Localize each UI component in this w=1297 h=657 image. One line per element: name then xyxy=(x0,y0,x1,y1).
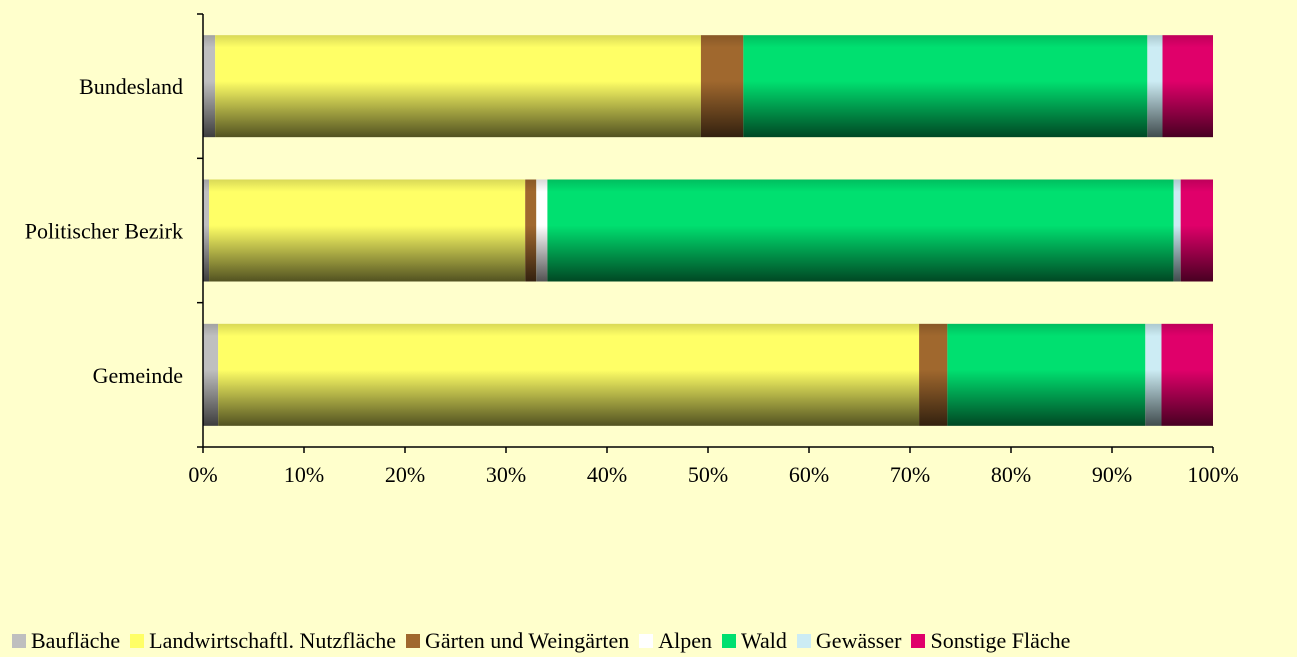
bar-segment-politischer-bezirk-landwirtschaftl-nutzflaeche xyxy=(209,179,526,282)
x-tick-label: 70% xyxy=(890,462,930,487)
legend-swatch xyxy=(12,634,26,648)
legend-swatch xyxy=(911,634,926,648)
legend: Baufläche Landwirtschaftl. Nutzfläche Gärt… xyxy=(12,627,1080,655)
bar-segment-politischer-bezirk-gewaesser xyxy=(1173,179,1181,282)
legend-swatch xyxy=(130,634,145,648)
axes-group xyxy=(197,13,1214,453)
bar-segment-politischer-bezirk-bauflaeche xyxy=(203,179,210,282)
y-tick-label-politischer-bezirk: Politischer Bezirk xyxy=(25,219,183,244)
x-tick-label: 10% xyxy=(284,462,324,487)
bar-segment-gemeinde-bauflaeche xyxy=(203,323,219,426)
x-tick-label: 40% xyxy=(587,462,627,487)
legend-item-alpen: Alpen xyxy=(639,628,712,654)
x-tick-label: 100% xyxy=(1187,462,1238,487)
bar-segment-politischer-bezirk-alpen xyxy=(536,179,548,282)
x-tick-label: 60% xyxy=(789,462,829,487)
x-tick-label: 20% xyxy=(385,462,425,487)
bar-segment-gemeinde-landwirtschaftl-nutzflaeche xyxy=(218,323,920,426)
legend-swatch xyxy=(796,634,811,648)
bar-segment-bundesland-gewaesser xyxy=(1147,35,1163,138)
legend-item-gaerten-und-weingaerten: Gärten und Weingärten xyxy=(405,628,630,654)
legend-label: Alpen xyxy=(658,628,713,653)
legend-swatch xyxy=(405,634,420,648)
tick-labels-group: Bundesland Politischer Bezirk Gemeinde 0% 10… xyxy=(25,74,1239,487)
legend-label: Gewässer xyxy=(815,628,902,653)
x-tick-label: 30% xyxy=(486,462,526,487)
legend-label: Baufläche xyxy=(31,628,121,653)
stacked-bar-chart: Bundesland Politischer Bezirk Gemeinde 0% 10… xyxy=(25,13,1239,487)
bar-segment-bundesland-wald xyxy=(743,35,1148,138)
bar-segment-gemeinde-gewaesser xyxy=(1145,323,1162,426)
bar-segment-gemeinde-sonstige-flaeche xyxy=(1161,323,1213,426)
x-tick-label: 0% xyxy=(188,462,217,487)
bar-segment-bundesland-sonstige-flaeche xyxy=(1162,35,1213,138)
x-tick-label: 50% xyxy=(688,462,728,487)
legend-swatch xyxy=(722,634,737,648)
legend-item-sonstige-flaeche: Sonstige Fläche xyxy=(911,628,1070,654)
legend-swatch xyxy=(639,634,654,648)
legend-item-gewaesser: Gewässer xyxy=(796,628,902,654)
legend-label: Sonstige Fläche xyxy=(930,628,1071,653)
bar-segment-bundesland-landwirtschaftl-nutzflaeche xyxy=(215,35,701,138)
legend-item-wald: Wald xyxy=(722,628,787,654)
y-tick-label-bundesland: Bundesland xyxy=(79,74,183,99)
bar-segment-politischer-bezirk-wald xyxy=(547,179,1174,282)
legend-label: Wald xyxy=(741,628,787,653)
bar-segment-politischer-bezirk-sonstige-flaeche xyxy=(1180,179,1213,282)
bar-segment-gemeinde-wald xyxy=(947,323,1146,426)
legend-item-landwirtschaftl-nutzflaeche: Landwirtschaftl. Nutzfläche xyxy=(130,628,396,654)
x-tick-label: 90% xyxy=(1092,462,1132,487)
bars-group xyxy=(203,35,1213,426)
x-tick-label: 80% xyxy=(991,462,1031,487)
legend-label: Gärten und Weingärten xyxy=(424,628,630,653)
bar-segment-bundesland-bauflaeche xyxy=(203,35,216,138)
bar-segment-bundesland-gaerten-und-weingaerten xyxy=(700,35,744,138)
legend-label: Landwirtschaftl. Nutzfläche xyxy=(149,628,396,653)
bar-segment-gemeinde-gaerten-und-weingaerten xyxy=(919,323,948,426)
bar-segment-politischer-bezirk-gaerten-und-weingaerten xyxy=(525,179,537,282)
legend-item-bauflaeche: Baufläche xyxy=(12,628,120,654)
y-tick-label-gemeinde: Gemeinde xyxy=(93,363,183,388)
